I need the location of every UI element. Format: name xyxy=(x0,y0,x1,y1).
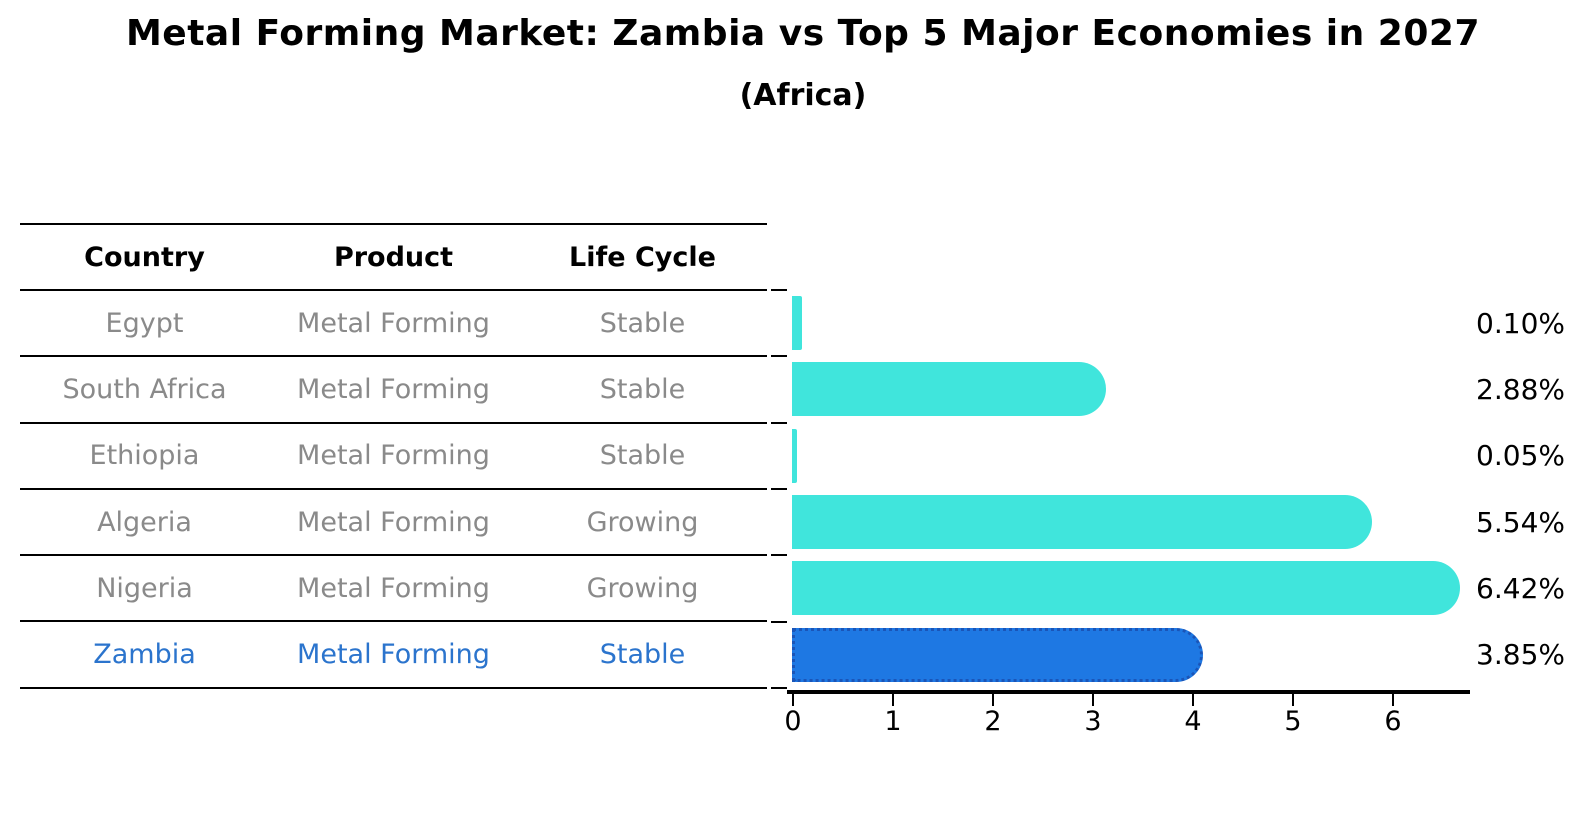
bar-slot xyxy=(792,356,1482,422)
table-cell-product: Metal Forming xyxy=(297,506,490,538)
x-axis-tick-label: 4 xyxy=(1184,706,1202,737)
table-cell-lifecycle: Stable xyxy=(599,307,686,339)
table-row: Zambia Metal Forming Stable xyxy=(20,620,767,686)
y-axis-tick xyxy=(771,289,787,291)
column-header-product: Product xyxy=(333,241,454,273)
chart-title: Metal Forming Market: Zambia vs Top 5 Ma… xyxy=(125,13,1480,54)
y-axis-tick xyxy=(771,355,787,358)
table-row: Egypt Metal Forming Stable xyxy=(20,289,767,355)
table-cell-country: Ethiopia xyxy=(89,440,200,472)
y-axis-tick xyxy=(771,620,787,623)
bar-value-label: 2.88% xyxy=(1476,372,1565,406)
table-cell-product: Metal Forming xyxy=(297,440,490,472)
table-cell-product: Metal Forming xyxy=(297,373,490,405)
table-row: Algeria Metal Forming Growing xyxy=(20,487,767,554)
x-axis-tick-label: 3 xyxy=(1084,706,1102,737)
table-cell-country: Nigeria xyxy=(96,572,193,604)
table-header-row: Country Product Life Cycle xyxy=(20,223,767,289)
table-cell-lifecycle: Stable xyxy=(599,373,686,405)
bar-slot xyxy=(792,489,1482,555)
y-axis-tick xyxy=(771,686,787,689)
x-axis-tick xyxy=(992,694,994,706)
column-header-lifecycle: Life Cycle xyxy=(569,241,716,273)
bar-algeria xyxy=(792,494,1372,549)
bar-slot xyxy=(792,423,1482,489)
bar-slot xyxy=(792,555,1482,621)
table-cell-lifecycle: Stable xyxy=(599,639,686,671)
table-cell-product: Metal Forming xyxy=(297,307,490,339)
table-cell-lifecycle: Growing xyxy=(586,572,699,604)
country-table: Country Product Life Cycle Egypt Metal Fo… xyxy=(20,223,767,689)
bar-zambia xyxy=(792,627,1203,682)
table-cell-country: Egypt xyxy=(105,307,184,339)
table-cell-country: South Africa xyxy=(62,373,227,405)
bar-slot xyxy=(792,622,1482,688)
x-axis-tick xyxy=(892,694,894,706)
chart-subtitle: (Africa) xyxy=(739,78,867,113)
x-axis-tick-label: 1 xyxy=(884,706,902,737)
table-cell-country: Zambia xyxy=(93,639,196,671)
x-axis-tick xyxy=(1392,694,1394,706)
table-cell-lifecycle: Growing xyxy=(586,506,699,538)
y-axis-tick xyxy=(771,554,787,557)
bar-value-label: 0.10% xyxy=(1476,306,1565,340)
x-axis-tick xyxy=(1192,694,1194,706)
table-cell-product: Metal Forming xyxy=(297,572,490,604)
table-cell-lifecycle: Stable xyxy=(599,440,686,472)
table-cell-product: Metal Forming xyxy=(297,639,490,671)
bar-chart-plot-area xyxy=(792,290,1482,688)
bar-south-africa xyxy=(792,362,1106,417)
x-axis-tick xyxy=(792,694,794,706)
table-row: Nigeria Metal Forming Growing xyxy=(20,554,767,620)
table-cell-country: Algeria xyxy=(97,506,192,538)
x-axis-tick xyxy=(1292,694,1294,706)
bar-value-label: 0.05% xyxy=(1476,439,1565,473)
table-row: South Africa Metal Forming Stable xyxy=(20,355,767,421)
y-axis-tick xyxy=(771,487,787,490)
bar-value-label: 3.85% xyxy=(1476,638,1565,672)
bar-value-label: 5.54% xyxy=(1476,505,1565,539)
bar-slot xyxy=(792,290,1482,356)
x-axis-tick xyxy=(1092,694,1094,706)
x-axis-line xyxy=(787,690,1470,694)
x-axis-tick-label: 5 xyxy=(1284,706,1302,737)
table-row: Ethiopia Metal Forming Stable xyxy=(20,421,767,488)
x-axis-tick-label: 2 xyxy=(984,706,1002,737)
bar-nigeria xyxy=(792,561,1460,616)
bar-value-label: 6.42% xyxy=(1476,571,1565,605)
bar-ethiopia xyxy=(792,428,797,483)
bar-egypt xyxy=(792,296,802,350)
x-axis-tick-label: 0 xyxy=(784,706,802,737)
column-header-country: Country xyxy=(84,241,205,273)
y-axis-tick xyxy=(771,421,787,424)
x-axis-tick-label: 6 xyxy=(1384,706,1402,737)
